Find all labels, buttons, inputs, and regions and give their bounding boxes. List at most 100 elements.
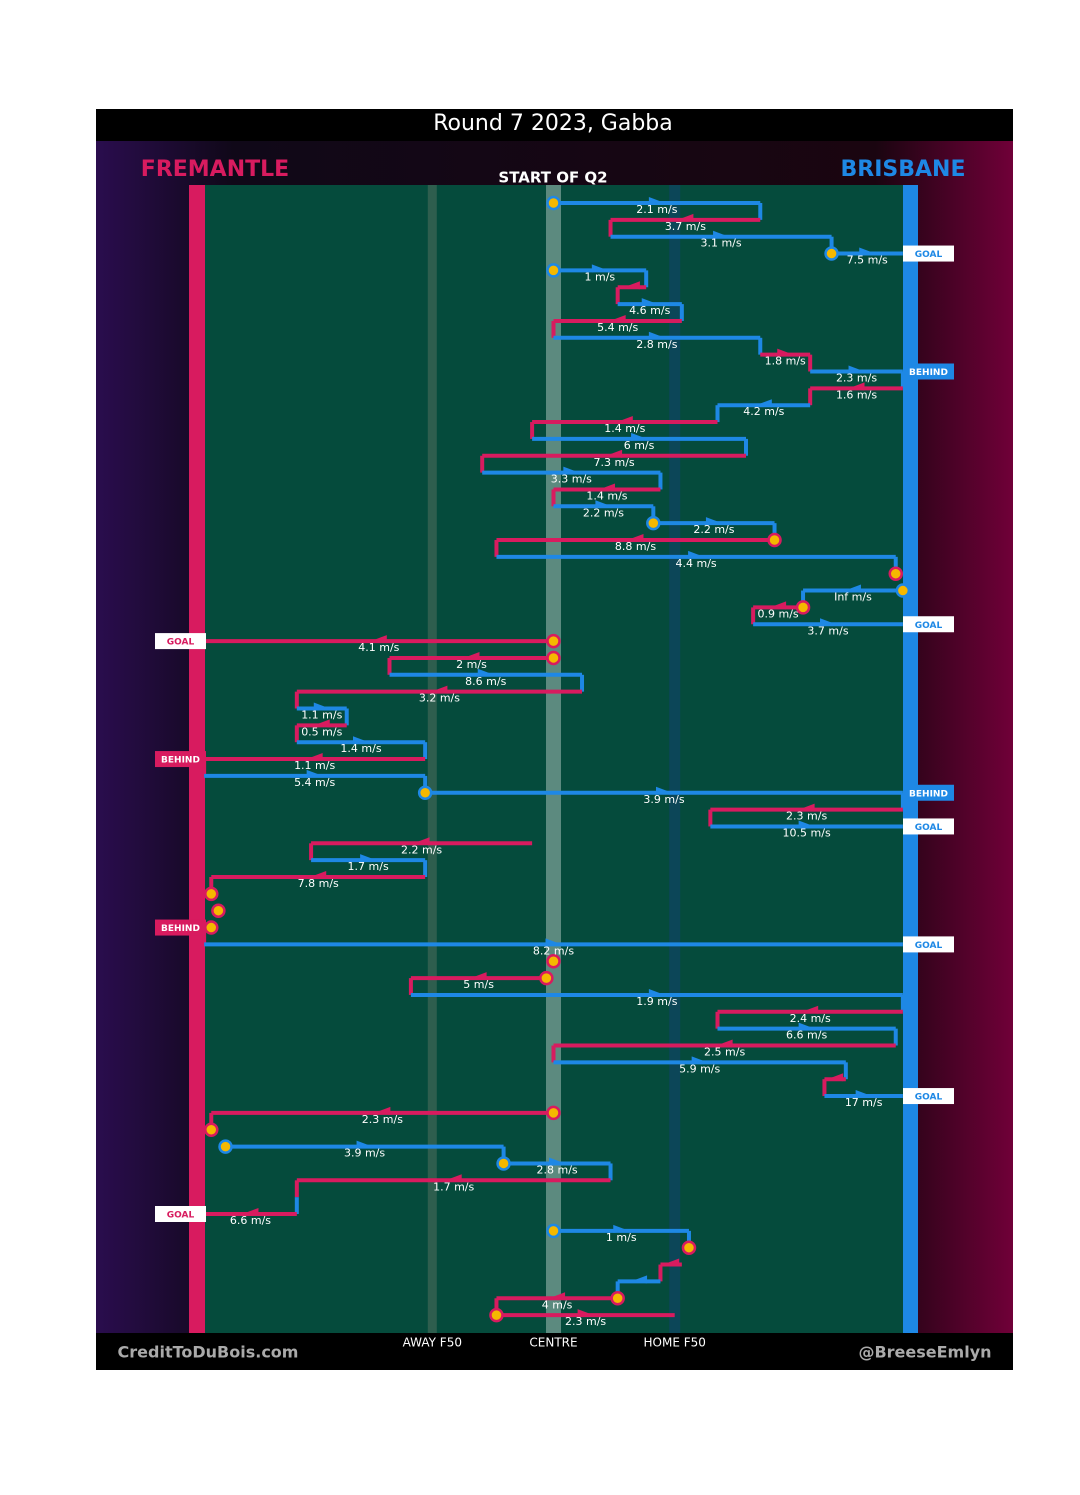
outcome-label: GOAL	[915, 823, 943, 833]
speed-label: 6.6 m/s	[230, 1214, 271, 1227]
speed-label: 1.7 m/s	[348, 860, 389, 873]
speed-label: 2.3 m/s	[836, 372, 877, 385]
speed-label: 4.6 m/s	[629, 304, 670, 317]
stoppage-marker	[767, 532, 782, 548]
direction-arrow	[591, 264, 608, 273]
period: START OF Q2	[498, 169, 607, 187]
speed-label: 2.8 m/s	[636, 338, 677, 351]
outcome-label: BEHIND	[161, 924, 200, 934]
outcome-box	[155, 633, 206, 650]
direction-arrow	[606, 449, 623, 458]
speed-label: 6 m/s	[624, 439, 655, 452]
direction-arrow	[306, 769, 323, 778]
direction-arrow	[798, 820, 815, 829]
direction-arrow	[648, 988, 665, 997]
direction-arrow	[713, 230, 730, 239]
direction-arrow	[370, 635, 387, 644]
stoppage-marker	[204, 886, 219, 902]
direction-arrow	[470, 972, 487, 981]
stoppage-marker	[646, 515, 661, 531]
outcome-box	[903, 616, 954, 633]
stoppage-marker	[417, 785, 433, 800]
direction-arrow	[306, 753, 323, 762]
direction-arrow	[352, 736, 369, 745]
direction-arrow	[609, 314, 626, 323]
direction-arrow	[648, 197, 665, 205]
outcome-box	[155, 919, 206, 936]
speed-label: 8.8 m/s	[615, 540, 656, 553]
direction-arrow	[595, 500, 612, 509]
speed-label: 2 m/s	[456, 658, 487, 671]
stoppage-marker	[546, 954, 561, 969]
stoppage-marker	[211, 903, 226, 918]
direction-arrow	[310, 871, 327, 879]
direction-arrow	[360, 854, 377, 863]
stoppage-marker	[546, 263, 561, 278]
stoppage-marker	[204, 920, 219, 935]
stoppage-marker	[610, 1291, 625, 1306]
direction-arrow	[820, 618, 837, 627]
direction-arrow	[656, 786, 673, 795]
speed-label: 3.3 m/s	[551, 473, 592, 486]
stoppage-marker	[204, 1122, 219, 1137]
speed-label: 1.9 m/s	[636, 995, 677, 1008]
speed-label: 7.5 m/s	[847, 254, 888, 267]
speed-label: 1 m/s	[585, 270, 616, 283]
speed-label: 6.6 m/s	[786, 1029, 827, 1042]
stoppage-marker	[895, 583, 911, 598]
direction-arrow	[848, 382, 865, 391]
direction-arrow	[445, 1174, 462, 1183]
stoppage-marker	[681, 1240, 697, 1255]
direction-arrow	[648, 331, 665, 340]
direction-arrow	[677, 213, 694, 222]
right-goal-line	[903, 185, 918, 1333]
speed-label: 2.2 m/s	[401, 843, 442, 856]
direction-arrow	[855, 1090, 872, 1099]
direction-arrow	[716, 1039, 733, 1048]
direction-arrow	[545, 938, 562, 947]
speed-label: 1.4 m/s	[604, 422, 645, 435]
speed-label: 3.7 m/s	[807, 624, 848, 637]
stoppage-marker	[539, 970, 554, 986]
direction-arrow	[691, 1056, 708, 1065]
direction-arrow	[242, 1208, 259, 1216]
title: Round 7 2023, Gabba	[433, 111, 673, 136]
outcome-label: GOAL	[915, 1093, 943, 1103]
speed-label: Inf m/s	[834, 591, 872, 604]
speed-label: 4.2 m/s	[743, 405, 784, 418]
stoppage-marker	[489, 1307, 504, 1323]
speed-label: 4 m/s	[542, 1298, 573, 1311]
direction-arrow	[313, 719, 330, 728]
speed-label: 2.2 m/s	[693, 523, 734, 536]
speed-label: 2.1 m/s	[636, 203, 677, 216]
speed-label: 2.3 m/s	[565, 1315, 606, 1328]
direction-arrow	[641, 298, 658, 307]
outcome-label: GOAL	[915, 621, 943, 631]
title-band	[96, 109, 1013, 141]
speed-label: 7.8 m/s	[298, 877, 339, 890]
outcome-box	[903, 784, 954, 801]
direction-arrow	[463, 651, 480, 660]
speed-label: 5.4 m/s	[597, 321, 638, 334]
direction-arrow	[848, 365, 865, 374]
direction-arrow	[631, 1275, 648, 1284]
speed-label: 2.3 m/s	[362, 1113, 403, 1126]
speed-label: 17 m/s	[845, 1096, 883, 1109]
team-right: BRISBANE	[841, 157, 966, 182]
stoppage-marker	[496, 1156, 511, 1171]
outcome-box	[903, 363, 954, 380]
direction-arrow	[577, 1309, 594, 1318]
speed-label: 1.1 m/s	[301, 709, 342, 722]
outcome-label: GOAL	[915, 250, 943, 260]
stoppage-marker	[546, 633, 561, 649]
direction-arrow	[549, 1292, 566, 1301]
direction-arrow	[477, 668, 494, 677]
speed-label: 3.9 m/s	[344, 1147, 385, 1160]
speed-label: 3.7 m/s	[665, 220, 706, 233]
direction-arrow	[549, 1157, 566, 1166]
direction-arrow	[798, 803, 815, 812]
field-line-label: HOME F50	[644, 1336, 706, 1350]
footer-left: CreditToDuBois.com	[118, 1343, 299, 1362]
footer-band	[96, 1333, 1013, 1370]
